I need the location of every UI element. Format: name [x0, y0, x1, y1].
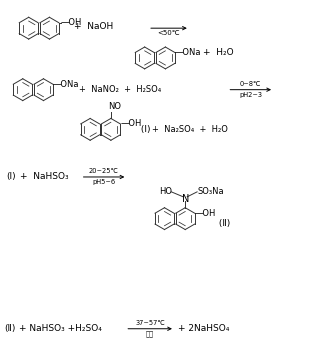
Text: +  NaOH: + NaOH	[74, 22, 113, 31]
Text: (Ⅰ): (Ⅰ)	[138, 125, 151, 134]
Text: (Ⅱ): (Ⅱ)	[4, 324, 16, 333]
Text: <50℃: <50℃	[158, 30, 180, 36]
Text: —OH: —OH	[120, 119, 142, 128]
Text: HO: HO	[159, 187, 172, 196]
Text: +  Na₂SO₄  +  H₂O: + Na₂SO₄ + H₂O	[152, 125, 228, 134]
Text: SO₃Na: SO₃Na	[197, 187, 224, 196]
Text: (Ⅱ): (Ⅱ)	[217, 219, 231, 228]
Text: 20~25℃: 20~25℃	[89, 169, 119, 175]
Text: +  NaNO₂  +  H₂SO₄: + NaNO₂ + H₂SO₄	[79, 85, 161, 94]
Text: NO: NO	[108, 102, 121, 110]
Text: 本品: 本品	[146, 331, 154, 337]
Text: + NaHSO₃ +H₂SO₄: + NaHSO₃ +H₂SO₄	[19, 324, 102, 333]
Text: +  H₂O: + H₂O	[203, 48, 233, 57]
Text: pH2~3: pH2~3	[239, 92, 262, 98]
Text: 37~57℃: 37~57℃	[135, 320, 165, 326]
Text: pH5~6: pH5~6	[93, 179, 115, 185]
Text: —ONa: —ONa	[175, 48, 201, 57]
Text: (Ⅰ): (Ⅰ)	[6, 172, 16, 181]
Text: + 2NaHSO₄: + 2NaHSO₄	[178, 324, 229, 333]
Text: 0~8℃: 0~8℃	[240, 81, 262, 87]
Text: N: N	[182, 194, 189, 204]
Text: —OH: —OH	[195, 209, 216, 218]
Text: —OH: —OH	[61, 18, 82, 27]
Text: +  NaHSO₃: + NaHSO₃	[20, 172, 69, 181]
Text: —ONa: —ONa	[53, 80, 80, 89]
